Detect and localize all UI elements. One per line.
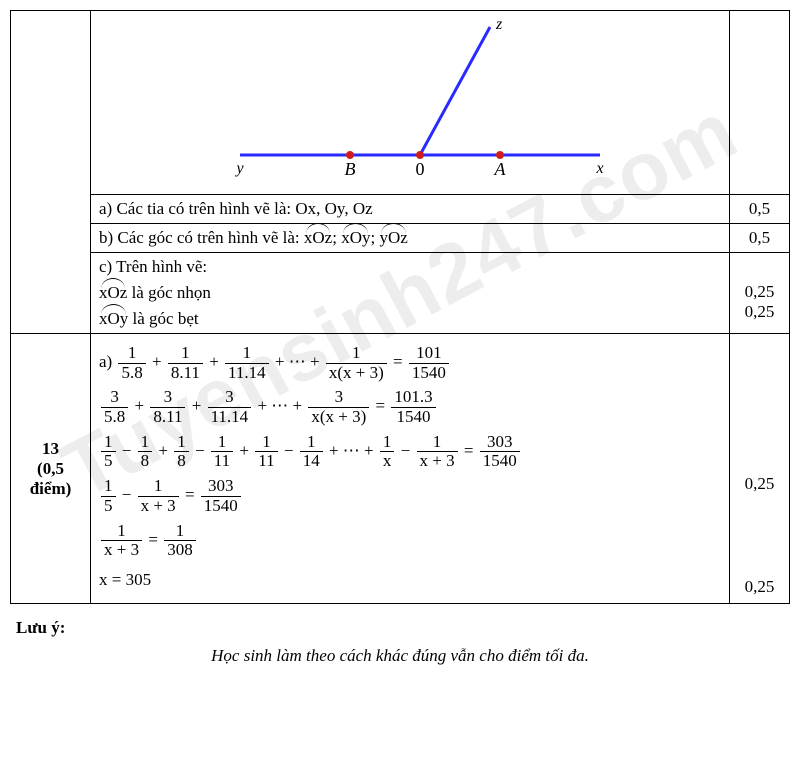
row-b-prefix: b) Các góc có trên hình vẽ là: bbox=[99, 228, 304, 247]
q13-a-label: a) bbox=[99, 352, 116, 371]
q13-eq-line1: a) 15.8 + 18.11 + 111.14 + ⋯ + 1x(x + 3)… bbox=[99, 344, 721, 382]
diagram-cell: z y B 0 A x bbox=[91, 11, 730, 195]
label-z: z bbox=[495, 16, 503, 33]
q13-eq-line2: 35.8 + 38.11 + 311.14 + ⋯ + 3x(x + 3) = … bbox=[99, 388, 721, 426]
footer-note-text: Học sinh làm theo cách khác đúng vẫn cho… bbox=[10, 646, 790, 666]
q12-number-cell bbox=[11, 11, 91, 334]
rays-diagram: z y B 0 A x bbox=[180, 15, 640, 185]
q13-score-cell: 0,25 0,25 bbox=[730, 334, 790, 604]
row-b-score: 0,5 bbox=[730, 224, 790, 253]
q13-score1: 0,25 bbox=[730, 474, 789, 494]
row-c-l2-text: là góc nhọn bbox=[127, 283, 211, 302]
row-c-line1: c) Trên hình vẽ: bbox=[99, 257, 721, 277]
row-c-score2: 0,25 bbox=[738, 302, 781, 322]
row-a-prefix: a) Các tia có trên hình vẽ là: bbox=[99, 199, 295, 218]
q13-score2: 0,25 bbox=[730, 577, 789, 597]
row-a-content: a) Các tia có trên hình vẽ là: Ox, Oy, O… bbox=[91, 195, 730, 224]
label-O: 0 bbox=[416, 159, 425, 179]
row-c-score1: 0,25 bbox=[738, 282, 781, 302]
row-b-content: b) Các góc có trên hình vẽ là: xOz; xOy;… bbox=[91, 224, 730, 253]
row-a-score: 0,5 bbox=[730, 195, 790, 224]
label-A: A bbox=[494, 159, 507, 179]
q13-points: (0,5 điểm) bbox=[19, 459, 82, 499]
row-c-l3-text: là góc bẹt bbox=[128, 309, 198, 328]
angle-xoz-2: xOz bbox=[99, 283, 127, 303]
label-y: y bbox=[234, 160, 244, 177]
footer-note-label: Lưu ý: bbox=[16, 618, 790, 638]
q13-eq-line5: 1x + 3 = 1308 bbox=[99, 522, 721, 560]
q13-eq-line4: 15 − 1x + 3 = 3031540 bbox=[99, 477, 721, 515]
row-c-content: c) Trên hình vẽ: xOz là góc nhọn xOy là … bbox=[91, 253, 730, 334]
q13-number-cell: 13 (0,5 điểm) bbox=[11, 334, 91, 604]
answer-key-table: z y B 0 A x a) Các tia có trên hình vẽ l… bbox=[10, 10, 790, 604]
q13-content: a) 15.8 + 18.11 + 111.14 + ⋯ + 1x(x + 3)… bbox=[91, 334, 730, 604]
label-x: x bbox=[595, 160, 603, 177]
angle-xoy: xOy bbox=[341, 228, 370, 248]
angle-yoz: yOz bbox=[379, 228, 407, 248]
angle-xoy-2: xOy bbox=[99, 309, 128, 329]
row-c-score: 0,25 0,25 bbox=[730, 253, 790, 334]
label-B: B bbox=[345, 159, 356, 179]
diagram-score-cell bbox=[730, 11, 790, 195]
row-a-rays: Ox, Oy, Oz bbox=[295, 199, 372, 218]
q13-eq-line3: 15 − 18 + 18 − 111 + 111 − 114 + ⋯ + 1x … bbox=[99, 433, 721, 471]
q13-eq-final: x = 305 bbox=[99, 566, 721, 593]
q13-number: 13 bbox=[19, 439, 82, 459]
angle-xoz: xOz bbox=[304, 228, 332, 248]
